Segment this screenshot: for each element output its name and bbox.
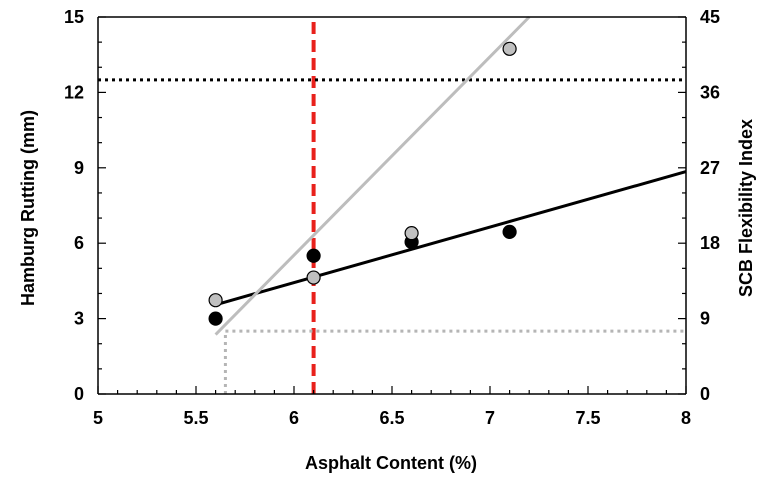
y-tick-label: 6: [74, 233, 84, 253]
y2-tick-label: 27: [700, 158, 720, 178]
flexibility-index-point: [208, 293, 223, 308]
y-tick-label: 3: [74, 309, 84, 329]
trendline-1: [215, 170, 687, 307]
flexibility-index-point: [306, 270, 321, 285]
trendline-2: [214, 15, 531, 336]
y2-tick-label: 0: [700, 384, 710, 404]
y2-tick-label: 36: [700, 82, 720, 102]
reference-lines: [98, 17, 686, 394]
y-axis-title: Hamburg Rutting (mm): [18, 110, 38, 306]
data-points: [208, 41, 517, 326]
y2-tick-label: 18: [700, 233, 720, 253]
flexibility-index-point: [404, 226, 419, 241]
x-tick-label: 5: [93, 408, 103, 428]
y2-tick-label: 45: [700, 7, 720, 27]
x-tick-label: 6: [289, 408, 299, 428]
x-tick-label: 7: [485, 408, 495, 428]
x-tick-label: 7.5: [575, 408, 600, 428]
y2-tick-label: 9: [700, 309, 710, 329]
y-tick-label: 0: [74, 384, 84, 404]
axes: [97, 16, 687, 395]
trendlines: [214, 15, 687, 336]
x-axis-title: Asphalt Content (%): [305, 453, 477, 473]
y2-axis-title: SCB Flexibility Index: [736, 119, 756, 297]
flexibility-index-point: [502, 41, 517, 56]
y-tick-label: 9: [74, 158, 84, 178]
x-tick-label: 6.5: [379, 408, 404, 428]
y-tick-label: 15: [64, 7, 84, 27]
rutting-point: [306, 248, 321, 263]
x-tick-label: 8: [681, 408, 691, 428]
rutting-point: [502, 224, 517, 239]
rutting-point: [208, 311, 223, 326]
y-tick-label: 12: [64, 82, 84, 102]
x-tick-label: 5.5: [183, 408, 208, 428]
